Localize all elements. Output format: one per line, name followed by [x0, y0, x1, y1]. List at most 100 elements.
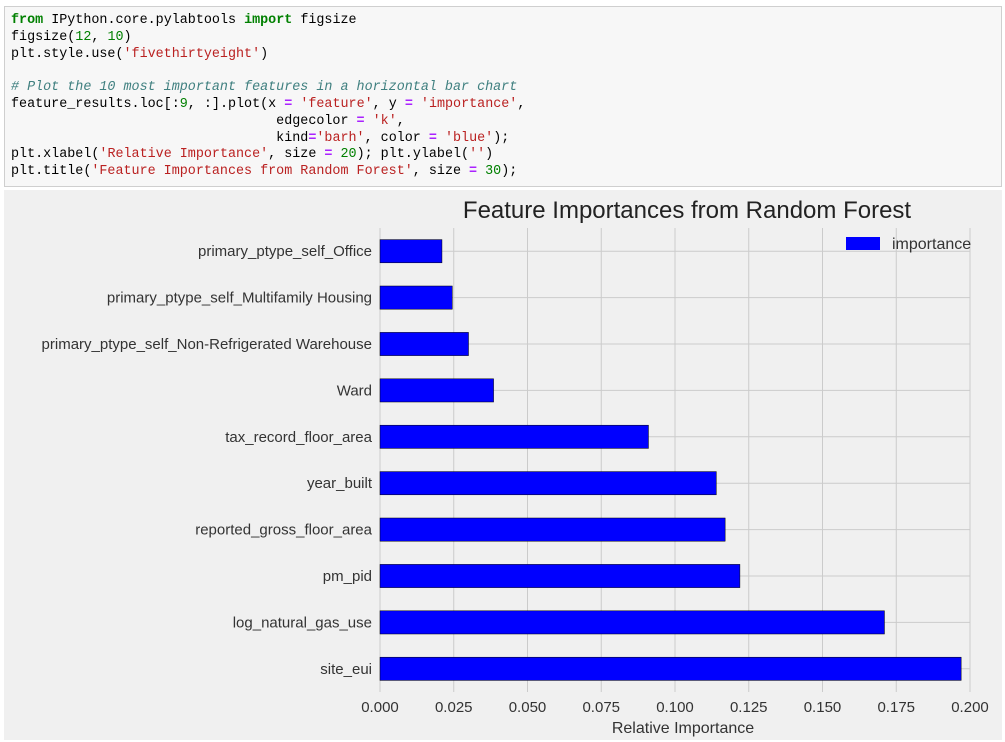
code-token: plt.style.use(	[11, 46, 124, 62]
code-token: , color	[364, 130, 429, 146]
code-token	[437, 131, 445, 146]
code-token: );	[501, 164, 518, 180]
code-token: , :].plot(x	[187, 96, 285, 112]
bar	[379, 610, 885, 635]
code-cell[interactable]: from IPython.core.pylabtools import figs…	[4, 6, 1002, 187]
code-token: =	[404, 96, 413, 112]
code-token: )	[123, 29, 132, 45]
bar-layer	[379, 239, 962, 681]
y-tick-label: reported_gross_floor_area	[195, 522, 372, 539]
x-tick-label: 0.175	[877, 699, 915, 716]
code-line: feature_results.loc[:9, :].plot(x = 'fea…	[11, 97, 1001, 114]
code-token: 'importance'	[420, 96, 518, 112]
code-line: figsize(12, 10)	[11, 30, 1001, 47]
bar	[379, 471, 717, 496]
code-token: 30	[485, 164, 502, 180]
x-tick-label: 0.150	[804, 699, 842, 716]
code-token: plt.title(	[11, 164, 92, 180]
code-token: ,	[91, 29, 108, 45]
code-token: 10	[107, 29, 124, 45]
legend-swatch	[846, 237, 880, 250]
code-token: , size	[268, 147, 325, 163]
code-token: =	[324, 147, 333, 163]
code-line: kind='barh', color = 'blue');	[11, 131, 1001, 148]
code-token: 12	[75, 29, 92, 45]
code-line: from IPython.core.pylabtools import figs…	[11, 13, 1001, 30]
code-token: =	[356, 113, 365, 129]
bar	[379, 285, 453, 310]
code-line: # Plot the 10 most important features in…	[11, 80, 1001, 97]
code-token: )	[485, 147, 494, 163]
code-token: , y	[372, 96, 405, 112]
code-token: )	[260, 46, 269, 62]
y-tick-label: year_built	[307, 475, 373, 492]
code-token: =	[428, 130, 437, 146]
code-token: IPython.core.pylabtools	[43, 13, 245, 28]
code-token	[477, 164, 485, 179]
code-token: 'blue'	[444, 130, 494, 146]
bar	[379, 378, 494, 403]
code-token: 'k'	[372, 113, 397, 129]
code-token: );	[493, 130, 510, 146]
bar	[379, 424, 649, 449]
code-token: from	[11, 13, 44, 28]
bar	[379, 517, 726, 542]
x-tick-label: 0.125	[730, 699, 768, 716]
code-token: # Plot the 10 most important features in…	[11, 80, 518, 96]
x-tick-label: 0.075	[582, 699, 620, 716]
legend-label: importance	[892, 236, 971, 253]
code-token: figsize	[292, 13, 357, 28]
x-tick-label: 0.000	[361, 699, 399, 716]
label-layer: 0.000 0.025 0.050 0.075 0.100 0.125 0.150 0.175…	[42, 243, 989, 716]
code-token: , size	[412, 164, 470, 180]
bar	[379, 564, 741, 588]
x-tick-label: 0.200	[951, 699, 989, 716]
code-token: =	[308, 130, 317, 146]
code-token	[365, 114, 373, 129]
y-tick-label: primary_ptype_self_Office	[198, 243, 372, 260]
bar-chart: 0.000 0.025 0.050 0.075 0.100 0.125 0.150 0.175…	[4, 190, 1002, 740]
figure-background	[4, 190, 1002, 740]
y-tick-label: tax_record_floor_area	[225, 429, 372, 446]
y-tick-label: log_natural_gas_use	[233, 614, 372, 631]
code-token: edgecolor	[11, 113, 357, 129]
x-axis-label: Relative Importance	[612, 720, 754, 737]
code-line: plt.title('Feature Importances from Rand…	[11, 164, 1001, 181]
code-token: figsize(	[11, 29, 76, 45]
x-tick-label: 0.100	[656, 699, 694, 716]
legend: importance	[846, 236, 971, 253]
figure-output: 0.000 0.025 0.050 0.075 0.100 0.125 0.150 0.175…	[4, 190, 1002, 740]
code-token: plt.xlabel(	[11, 147, 100, 163]
y-tick-label: primary_ptype_self_Non-Refrigerated Ware…	[42, 336, 372, 353]
code-line: edgecolor = 'k',	[11, 114, 1001, 131]
code-token	[413, 97, 421, 112]
code-token: 9	[179, 96, 188, 112]
x-tick-label: 0.050	[509, 699, 547, 716]
code-line: plt.style.use('fivethirtyeight')	[11, 47, 1001, 64]
code-token: import	[244, 13, 293, 28]
y-tick-label: pm_pid	[323, 568, 372, 585]
y-tick-label: Ward	[337, 382, 372, 399]
code-token: 'fivethirtyeight'	[123, 46, 261, 62]
code-token: =	[469, 164, 478, 180]
code-token: 'feature'	[300, 96, 373, 112]
code-token: ); plt.ylabel(	[356, 147, 470, 163]
code-token: =	[284, 96, 293, 112]
code-editor[interactable]: from IPython.core.pylabtools import figs…	[11, 13, 1001, 181]
code-token: ,	[396, 113, 405, 129]
code-token: 20	[340, 147, 357, 163]
bar	[379, 239, 443, 264]
chart-title: Feature Importances from Random Forest	[463, 197, 912, 224]
code-token: ,	[517, 96, 526, 112]
bar	[379, 332, 469, 356]
code-token: 'Feature Importances from Random Forest'	[91, 164, 413, 180]
code-token: 'Relative Importance'	[99, 147, 269, 163]
y-tick-label: primary_ptype_self_Multifamily Housing	[107, 290, 372, 307]
code-token: kind	[11, 130, 309, 146]
code-line: plt.xlabel('Relative Importance', size =…	[11, 147, 1001, 164]
code-token: ''	[469, 147, 486, 163]
code-token	[332, 147, 340, 162]
y-tick-label: site_eui	[320, 661, 372, 678]
bar	[379, 656, 962, 681]
code-token: feature_results.loc[:	[11, 96, 180, 112]
